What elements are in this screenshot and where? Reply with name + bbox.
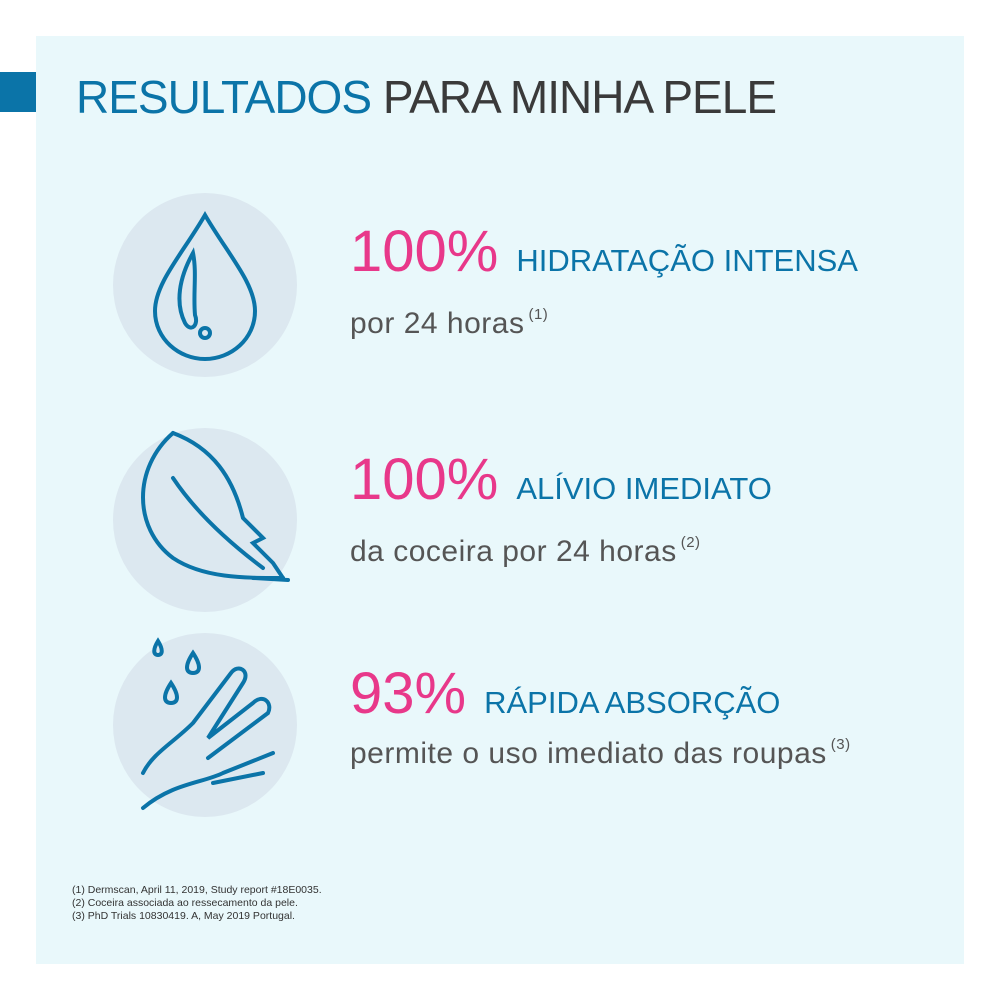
footnote-ref: (2) [680,534,701,551]
hand-drops-icon [113,633,297,817]
title-bold: RESULTADOS [76,71,372,123]
result-row: 93% RÁPIDA ABSORÇÃO [350,660,780,727]
footnotes: (1) Dermscan, April 11, 2019, Study repo… [72,884,322,923]
footnote: (1) Dermscan, April 11, 2019, Study repo… [72,884,322,896]
footnote: (3) PhD Trials 10830419. A, May 2019 Por… [72,910,295,922]
result-heading: HIDRATAÇÃO INTENSA [516,243,858,278]
result-heading: ALÍVIO IMEDIATO [516,471,772,506]
footnote-ref: (3) [830,736,851,753]
accent-bar [0,72,36,112]
detail-text: por 24 horas [350,307,525,340]
percent: 93% [350,661,467,726]
result-row: 100% HIDRATAÇÃO INTENSA [350,218,858,285]
detail-text: da coceira por 24 horas [350,535,677,568]
footnote: (2) Coceira associada ao ressecamento da… [72,897,298,909]
title-light: PARA MINHA PELE [382,71,777,123]
result-detail: permite o uso imediato das roupas (3) [350,736,851,771]
result-detail: da coceira por 24 horas (2) [350,534,701,569]
detail-text: permite o uso imediato das roupas [350,737,827,770]
feather-icon [113,428,297,612]
footnote-ref: (1) [528,306,549,323]
percent: 100% [350,447,499,512]
water-drop-icon [113,193,297,377]
page-title: RESULTADOS PARA MINHA PELE [76,70,777,124]
percent: 100% [350,219,499,284]
result-detail: por 24 horas (1) [350,306,548,341]
result-heading: RÁPIDA ABSORÇÃO [484,685,781,720]
result-row: 100% ALÍVIO IMEDIATO [350,446,772,513]
